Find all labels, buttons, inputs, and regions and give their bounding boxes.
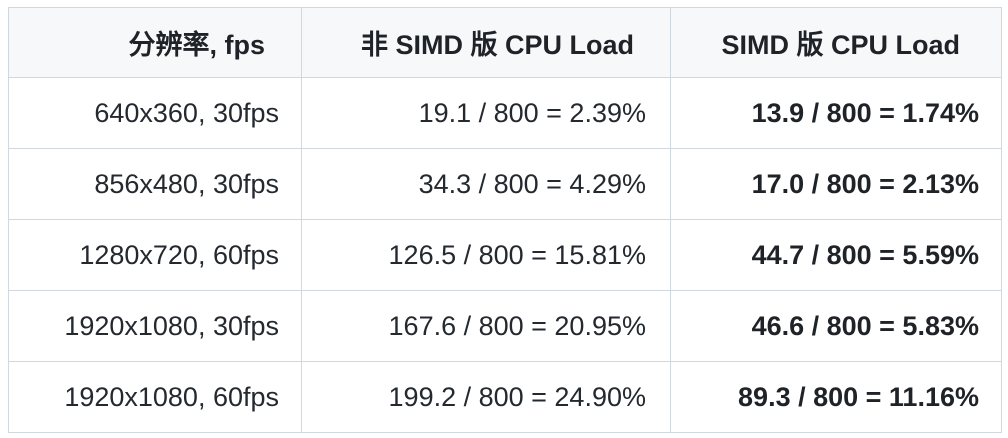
cell-simd-load: 17.0 / 800 = 2.13% — [670, 148, 1002, 220]
table-header: 分辨率, fps 非 SIMD 版 CPU Load SIMD 版 CPU Lo… — [8, 7, 1002, 78]
table-row: 856x480, 30fps 34.3 / 800 = 4.29% 17.0 /… — [8, 148, 1002, 220]
cpu-load-table-container: 分辨率, fps 非 SIMD 版 CPU Load SIMD 版 CPU Lo… — [8, 7, 1002, 433]
header-row: 分辨率, fps 非 SIMD 版 CPU Load SIMD 版 CPU Lo… — [8, 7, 1002, 78]
cell-non-simd-load: 199.2 / 800 = 24.90% — [301, 361, 671, 433]
cell-non-simd-load: 34.3 / 800 = 4.29% — [301, 148, 671, 220]
cell-simd-load: 13.9 / 800 = 1.74% — [670, 77, 1002, 149]
cell-non-simd-load: 19.1 / 800 = 2.39% — [301, 77, 671, 149]
cell-non-simd-load: 167.6 / 800 = 20.95% — [301, 290, 671, 362]
table-body: 640x360, 30fps 19.1 / 800 = 2.39% 13.9 /… — [8, 77, 1002, 433]
table-row: 1920x1080, 60fps 199.2 / 800 = 24.90% 89… — [8, 361, 1002, 433]
cell-resolution: 856x480, 30fps — [8, 148, 302, 220]
header-non-simd-cpu-load: 非 SIMD 版 CPU Load — [301, 7, 671, 78]
table-row: 1920x1080, 30fps 167.6 / 800 = 20.95% 46… — [8, 290, 1002, 362]
header-resolution-fps: 分辨率, fps — [8, 7, 302, 78]
cell-non-simd-load: 126.5 / 800 = 15.81% — [301, 219, 671, 291]
cell-simd-load: 44.7 / 800 = 5.59% — [670, 219, 1002, 291]
cell-resolution: 1280x720, 60fps — [8, 219, 302, 291]
cell-resolution: 1920x1080, 30fps — [8, 290, 302, 362]
cell-simd-load: 89.3 / 800 = 11.16% — [670, 361, 1002, 433]
table-row: 640x360, 30fps 19.1 / 800 = 2.39% 13.9 /… — [8, 77, 1002, 149]
table-row: 1280x720, 60fps 126.5 / 800 = 15.81% 44.… — [8, 219, 1002, 291]
cell-resolution: 1920x1080, 60fps — [8, 361, 302, 433]
cell-resolution: 640x360, 30fps — [8, 77, 302, 149]
header-simd-cpu-load: SIMD 版 CPU Load — [670, 7, 1002, 78]
cell-simd-load: 46.6 / 800 = 5.83% — [670, 290, 1002, 362]
cpu-load-table: 分辨率, fps 非 SIMD 版 CPU Load SIMD 版 CPU Lo… — [8, 7, 1002, 433]
